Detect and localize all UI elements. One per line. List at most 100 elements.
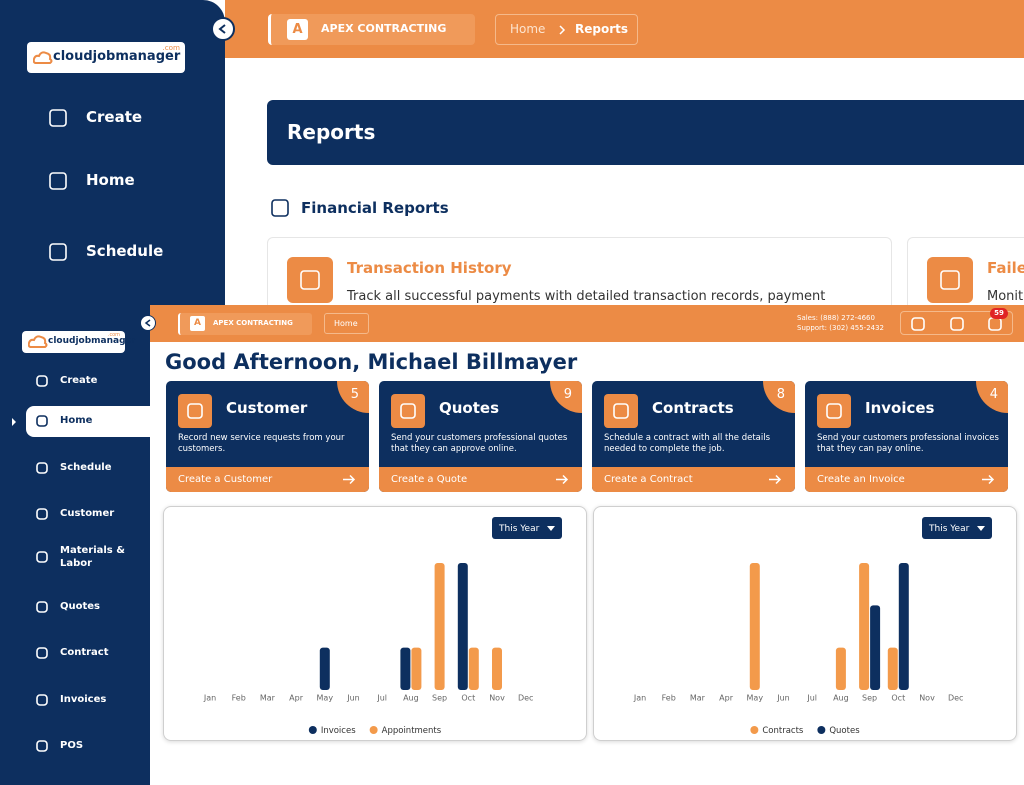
icon-shape: [36, 508, 48, 520]
icon: [49, 243, 67, 261]
x-tick-label: Jun: [346, 694, 360, 703]
icon: [49, 172, 67, 190]
x-tick-label: Aug: [833, 694, 849, 703]
collapse-button[interactable]: [140, 315, 156, 331]
icon-shape: [36, 551, 48, 563]
header-icons: [900, 311, 1013, 335]
nav-item[interactable]: Schedule: [60, 462, 112, 473]
tile-title: Contracts: [652, 399, 734, 417]
icon: [36, 462, 48, 474]
x-tick-label: Feb: [232, 694, 246, 703]
nav-item[interactable]: Create: [86, 108, 143, 126]
nav-item[interactable]: Quotes: [60, 601, 101, 612]
legend: Invoices Appointments: [308, 726, 442, 736]
arrow: [769, 474, 782, 485]
x-tick-label: Jul: [376, 694, 387, 703]
legend-label: Invoices: [321, 726, 356, 736]
x-tick-label: Jun: [776, 694, 790, 703]
x-tick-label: Oct: [461, 694, 475, 703]
front-sidebar: [0, 305, 150, 785]
header-button[interactable]: [910, 316, 926, 332]
tile-description: Schedule a contract with all the details…: [604, 433, 771, 454]
nav-item[interactable]: Customer: [60, 508, 115, 519]
legend: Contracts Quotes: [750, 726, 860, 736]
icon: [36, 694, 48, 706]
nav-item[interactable]: Schedule: [86, 242, 164, 260]
breadcrumb-item[interactable]: Home: [334, 319, 358, 328]
tile-action: Create a Contract: [592, 467, 795, 492]
support-phone: Support: (302) 455-2432: [797, 324, 885, 332]
icon-shape: [613, 403, 629, 419]
icon-shape: [36, 694, 48, 706]
title-banner: Reports: [267, 100, 1024, 165]
bar: [468, 647, 479, 690]
tile-action-label: Create a Quote: [391, 474, 468, 485]
nav-item[interactable]: POS: [60, 740, 84, 751]
x-tick-label: Jan: [633, 694, 646, 703]
action-tile[interactable]: 4 Invoices Send your customers professiona…: [805, 381, 1008, 492]
filter-dropdown[interactable]: This Year: [492, 517, 562, 539]
logo: cloudjobmanager .com: [22, 331, 136, 353]
legend-marker: [308, 726, 317, 734]
icon: [940, 270, 960, 290]
icon: [613, 403, 629, 419]
notification-badge: 59: [990, 308, 1008, 319]
nav-item[interactable]: Contract: [60, 647, 109, 658]
logo-text: cloudjobmanager: [53, 49, 181, 65]
nav-item[interactable]: Create: [60, 375, 98, 386]
x-tick-label: Feb: [662, 694, 676, 703]
icon-shape: [36, 462, 48, 474]
filter-dropdown[interactable]: This Year: [922, 517, 992, 539]
arrow: [343, 474, 356, 485]
company-name: APEX CONTRACTING: [321, 22, 447, 35]
tile-title: Quotes: [439, 399, 500, 417]
bar: [835, 647, 846, 690]
nav-item[interactable]: Invoices: [60, 694, 107, 705]
x-tick-label: Jan: [203, 694, 216, 703]
greeting: Good Afternoon, Michael Billmayer: [165, 350, 578, 374]
logo-suffix: .com: [107, 332, 120, 338]
filter-box: [492, 517, 562, 539]
nav-item[interactable]: Home: [86, 171, 135, 189]
icon-shape: [400, 403, 416, 419]
x-tick-label: Oct: [891, 694, 905, 703]
breadcrumb-sep: [559, 25, 566, 35]
header-button[interactable]: [949, 316, 965, 332]
tile-action-label: Create a Customer: [178, 474, 273, 485]
icon: [36, 601, 48, 613]
collapse-button[interactable]: [211, 17, 235, 41]
tile-count: 5: [350, 387, 359, 402]
action-tile[interactable]: 8 Contracts Schedule a contract with all t…: [592, 381, 795, 492]
icon-shape: [271, 199, 289, 217]
sales-phone: Sales: (888) 272-4660: [797, 314, 875, 322]
breadcrumb-item[interactable]: Home: [510, 22, 546, 36]
legend-marker: [369, 726, 378, 734]
nav-item[interactable]: Home: [60, 415, 93, 426]
chart-panel: [593, 506, 1017, 741]
icon: [36, 551, 48, 563]
chart: This Year Jan Feb Mar Apr May Jun Jul Aug Sep Oct N…: [633, 517, 992, 736]
icon: [36, 375, 48, 387]
bar: [400, 647, 411, 690]
icon-shape: [826, 403, 842, 419]
icon: [271, 199, 289, 217]
x-tick-label: Aug: [403, 694, 419, 703]
logo-cloud: [28, 335, 48, 348]
icon-shape: [911, 317, 925, 331]
action-tile[interactable]: 5 Customer Record new service requests fro…: [166, 381, 369, 492]
tile-title: Customer: [226, 399, 308, 417]
company-initial: A: [190, 316, 205, 331]
icon-shape: [187, 403, 203, 419]
cloud-mark: [28, 335, 48, 348]
icon-shape: [36, 375, 48, 387]
action-tile[interactable]: 9 Quotes Send your customers professional …: [379, 381, 582, 492]
tile-description: Send your customers professional invoice…: [817, 433, 999, 454]
nav-item[interactable]: Materials & Labor: [60, 545, 125, 569]
report-icon: [927, 257, 973, 303]
logo-suffix: .com: [162, 43, 180, 52]
caret: [977, 526, 985, 531]
company-box: A APEX CONTRACTING: [268, 14, 475, 45]
x-tick-label: Mar: [260, 694, 276, 703]
